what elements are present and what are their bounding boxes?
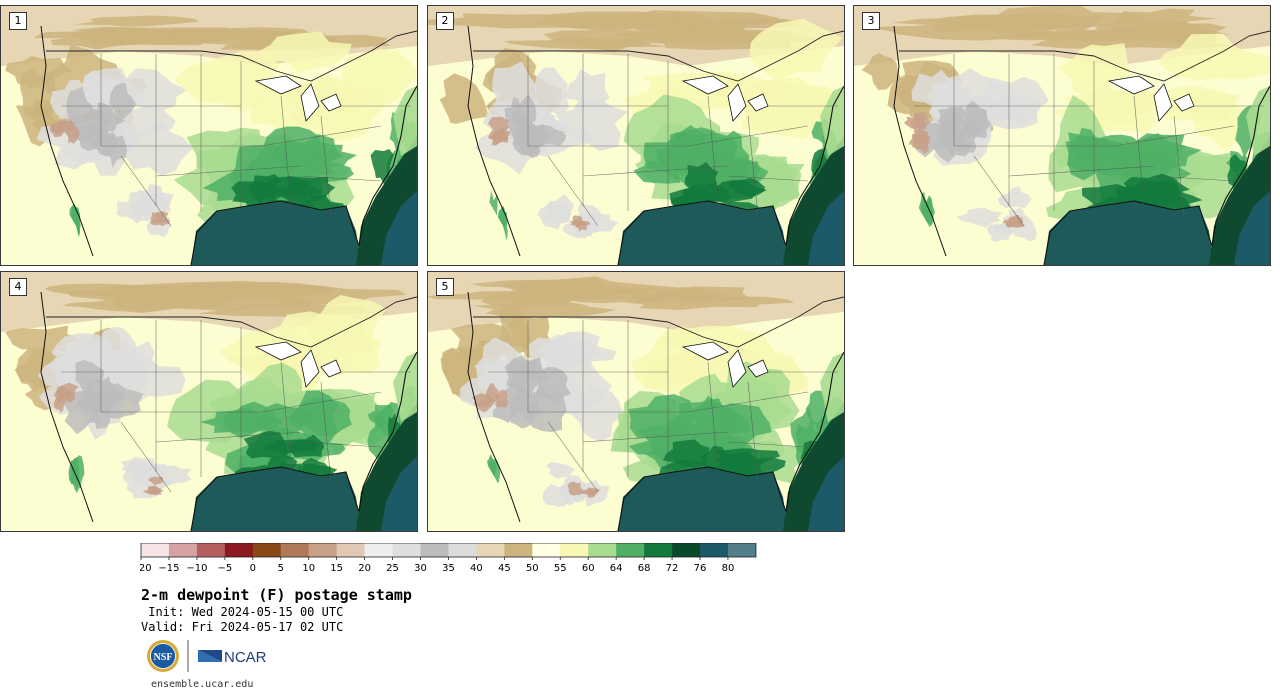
colorbar-tick-label: 10 bbox=[302, 563, 315, 574]
panel-number: 2 bbox=[436, 12, 454, 30]
map-panel-3: 3 bbox=[853, 5, 1271, 266]
dewpoint-map bbox=[854, 6, 1270, 265]
colorbar-swatch bbox=[727, 543, 757, 557]
colorbar-tick-label: 0 bbox=[250, 563, 256, 574]
map-canvas bbox=[428, 6, 844, 265]
colorbar-tick-label: 80 bbox=[722, 563, 735, 574]
ncar-logo-text: NCAR bbox=[224, 649, 267, 666]
colorbar-tick-label: 25 bbox=[386, 563, 399, 574]
colorbar-swatch bbox=[308, 543, 337, 557]
colorbar-swatch bbox=[588, 543, 617, 557]
colorbar-swatch bbox=[196, 543, 226, 557]
colorbar-tick-label: −20 bbox=[140, 563, 152, 574]
colorbar-tick-label: 45 bbox=[498, 563, 511, 574]
colorbar-swatch bbox=[672, 543, 701, 557]
colorbar-swatch bbox=[252, 543, 282, 557]
colorbar-swatch bbox=[560, 543, 589, 557]
dewpoint-colorbar: −20 −15 −10 −5 0 5 10 15 20 25 30 35 40 45 50 55 60 64 68 7… bbox=[140, 543, 757, 574]
map-panel-2: 2 bbox=[427, 5, 845, 266]
map-canvas bbox=[1, 272, 417, 531]
panel-number: 3 bbox=[862, 12, 880, 30]
colorbar-swatch bbox=[504, 543, 533, 557]
valid-time: Valid: Fri 2024-05-17 02 UTC bbox=[141, 620, 344, 634]
panel-number: 5 bbox=[436, 278, 454, 296]
colorbar-swatch bbox=[364, 543, 393, 557]
colorbar-tick-label: 64 bbox=[610, 563, 623, 574]
colorbar-swatch bbox=[448, 543, 477, 557]
init-time: Init: Wed 2024-05-15 00 UTC bbox=[141, 605, 344, 619]
colorbar-swatch bbox=[280, 543, 309, 557]
colorbar-tick-label: 40 bbox=[470, 563, 483, 574]
chart-title: 2-m dewpoint (F) postage stamp bbox=[141, 586, 412, 604]
colorbar-tick-label: −15 bbox=[158, 563, 179, 574]
colorbar-swatch bbox=[476, 543, 505, 557]
colorbar-swatch bbox=[616, 543, 645, 557]
panel-number: 4 bbox=[9, 278, 27, 296]
dewpoint-map bbox=[428, 272, 844, 531]
colorbar-swatch bbox=[141, 543, 170, 557]
colorbar-tick-label: −10 bbox=[186, 563, 207, 574]
colorbar-tick-label: 72 bbox=[666, 563, 679, 574]
map-panel-1: 1 bbox=[0, 5, 418, 266]
colorbar-swatch bbox=[224, 543, 254, 557]
colorbar-swatch bbox=[532, 543, 561, 557]
nsf-logo: NSF bbox=[147, 640, 179, 672]
map-canvas bbox=[1, 6, 417, 265]
colorbar-swatch bbox=[392, 543, 421, 557]
colorbar-swatch bbox=[420, 543, 449, 557]
colorbar-tick-label: 5 bbox=[278, 563, 284, 574]
colorbar-swatch bbox=[168, 543, 198, 557]
colorbar-tick-label: 35 bbox=[442, 563, 455, 574]
nsf-logo-text: NSF bbox=[154, 652, 173, 663]
colorbar-tick-label: 60 bbox=[582, 563, 595, 574]
map-canvas bbox=[428, 272, 844, 531]
colorbar-swatch bbox=[700, 543, 729, 557]
dewpoint-map bbox=[428, 6, 844, 265]
colorbar-tick-label: 30 bbox=[414, 563, 427, 574]
colorbar-tick-label: −5 bbox=[217, 563, 232, 574]
map-panel-5: 5 bbox=[427, 271, 845, 532]
ncar-logo: NCAR bbox=[198, 649, 267, 666]
colorbar-swatch bbox=[336, 543, 365, 557]
colorbar-tick-label: 68 bbox=[638, 563, 651, 574]
dewpoint-map bbox=[1, 6, 417, 265]
colorbar-swatch bbox=[644, 543, 673, 557]
colorbar-tick-label: 55 bbox=[554, 563, 567, 574]
logos: NSF NCAR bbox=[145, 638, 285, 676]
map-panel-4: 4 bbox=[0, 271, 418, 532]
map-canvas bbox=[854, 6, 1270, 265]
colorbar-tick-label: 50 bbox=[526, 563, 539, 574]
panel-number: 1 bbox=[9, 12, 27, 30]
colorbar-tick-label: 15 bbox=[330, 563, 343, 574]
colorbar-tick-label: 20 bbox=[358, 563, 371, 574]
dewpoint-map bbox=[1, 272, 417, 531]
site-url: ensemble.ucar.edu bbox=[151, 679, 254, 690]
colorbar-tick-label: 76 bbox=[694, 563, 707, 574]
